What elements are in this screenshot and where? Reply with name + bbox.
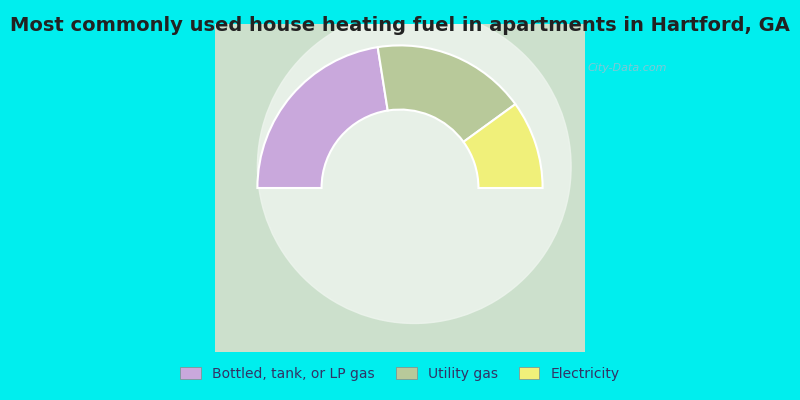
Legend: Bottled, tank, or LP gas, Utility gas, Electricity: Bottled, tank, or LP gas, Utility gas, E…	[174, 360, 626, 388]
Text: Most commonly used house heating fuel in apartments in Hartford, GA: Most commonly used house heating fuel in…	[10, 16, 790, 35]
Circle shape	[43, 0, 757, 400]
Text: City-Data.com: City-Data.com	[587, 63, 667, 73]
Wedge shape	[258, 47, 388, 188]
Wedge shape	[463, 104, 542, 188]
Wedge shape	[378, 45, 515, 142]
Circle shape	[258, 10, 571, 324]
